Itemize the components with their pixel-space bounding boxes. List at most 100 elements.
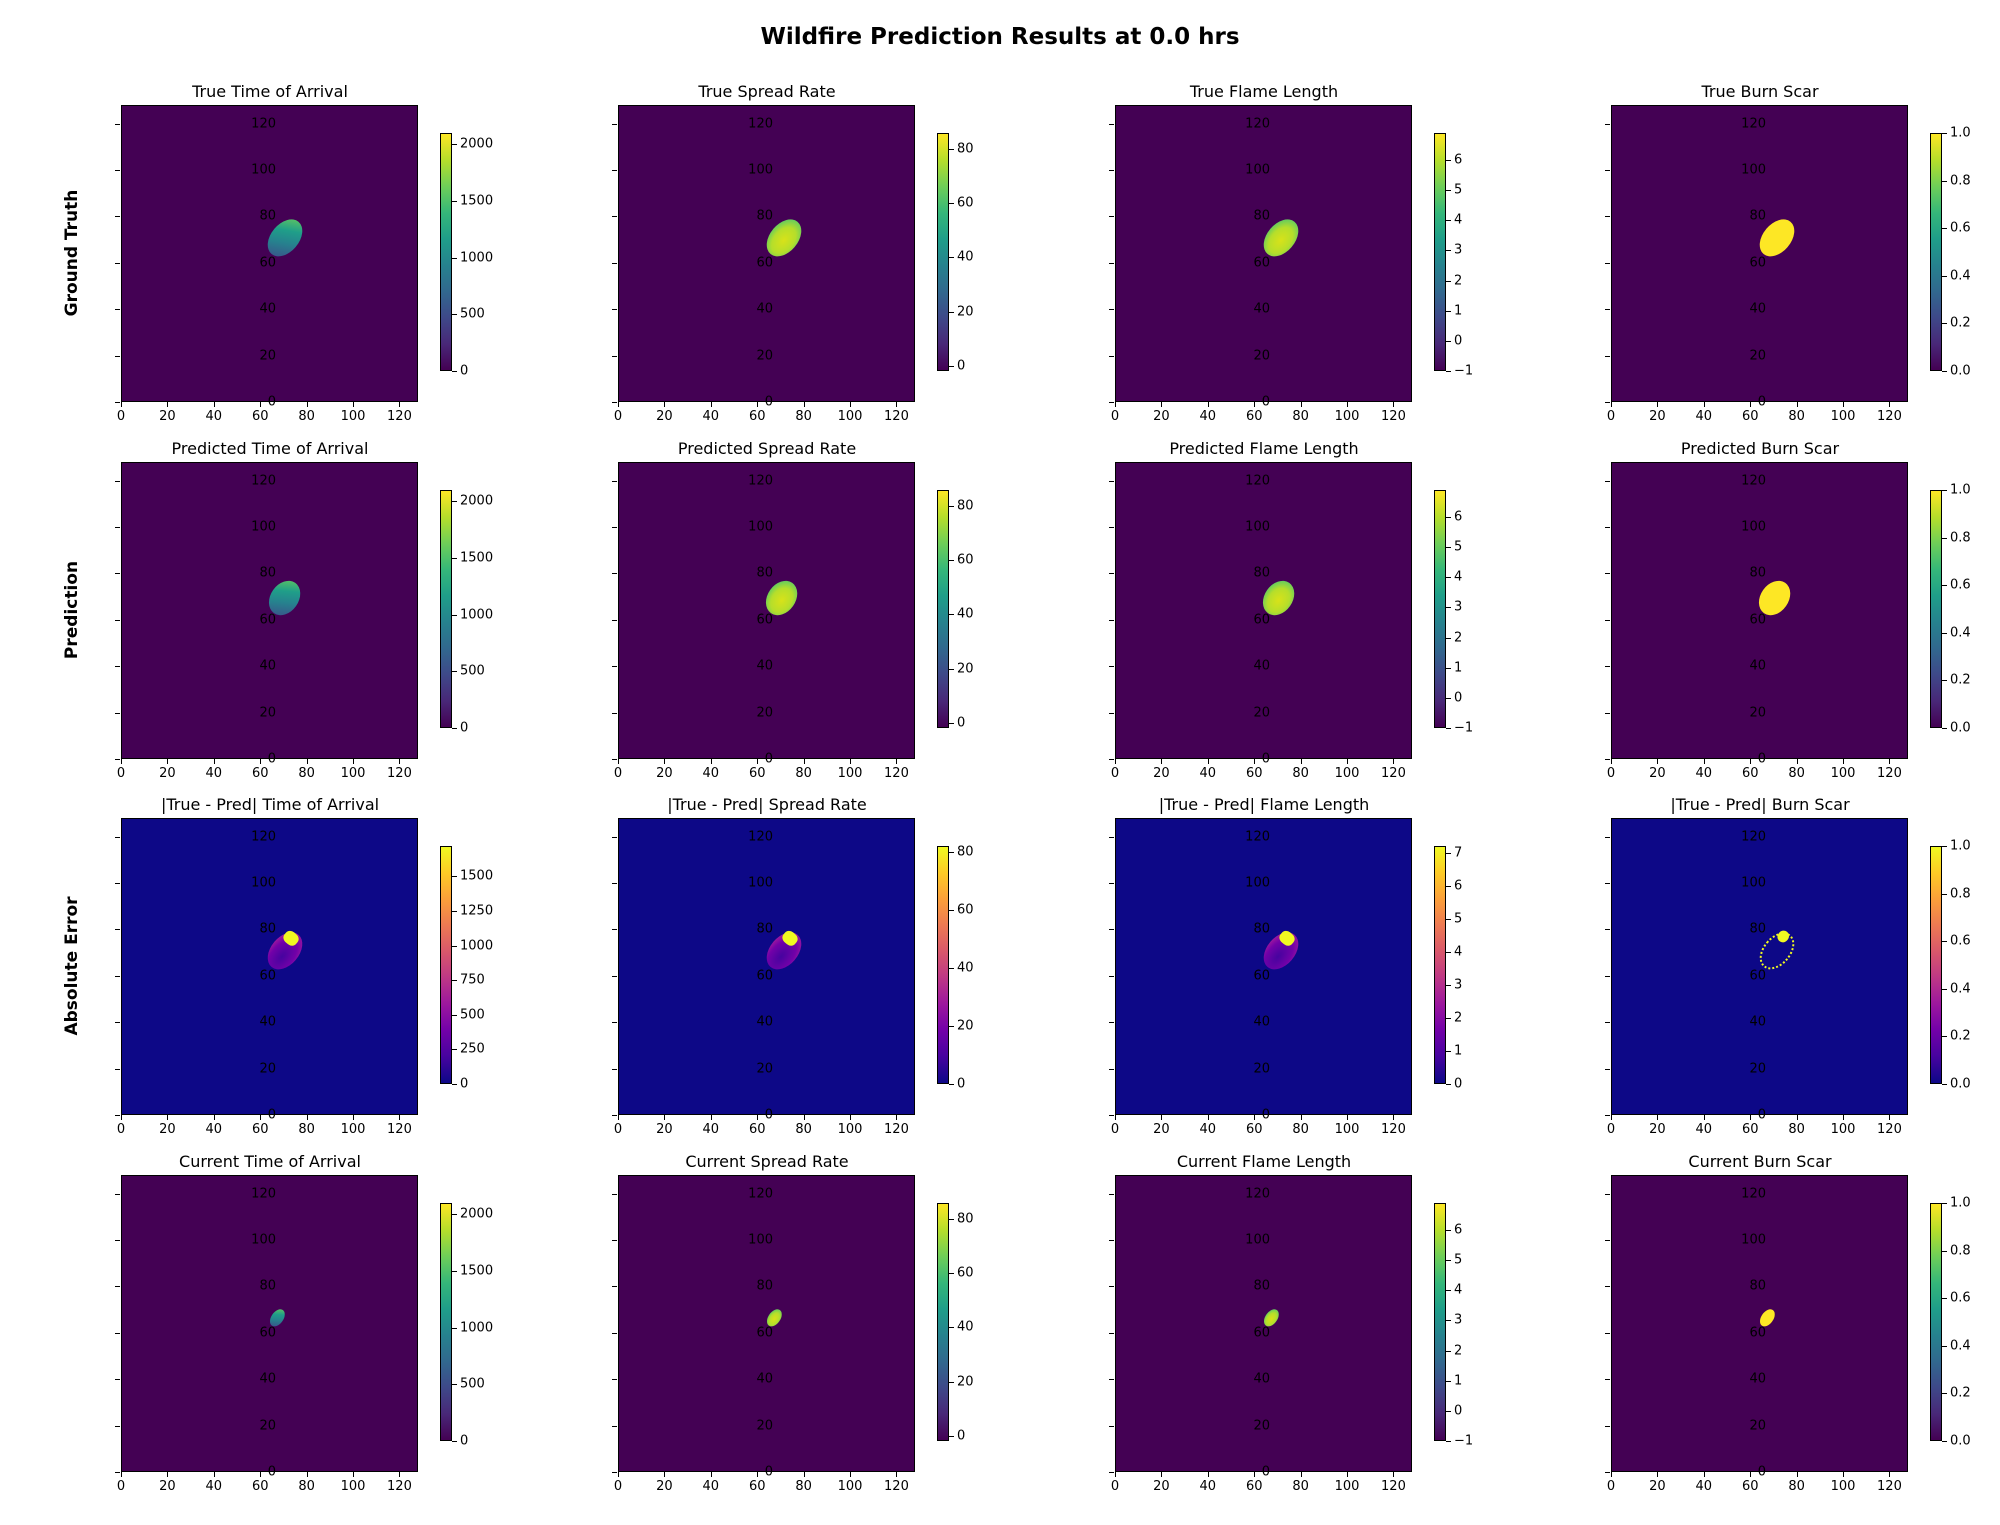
colorbar-tick-label: 6 bbox=[1454, 1222, 1463, 1238]
x-tick-label: 60 bbox=[1245, 1122, 1263, 1137]
x-tick bbox=[710, 759, 712, 764]
x-tick bbox=[618, 402, 619, 407]
x-tick-label: 40 bbox=[702, 1479, 720, 1494]
colorbar-tick bbox=[1446, 220, 1451, 222]
x-tick-label: 40 bbox=[1695, 1122, 1713, 1137]
y-tick-label: 120 bbox=[748, 473, 773, 489]
x-tick bbox=[1750, 1115, 1752, 1120]
y-tick-label: 60 bbox=[1749, 968, 1766, 984]
y-tick bbox=[612, 929, 617, 931]
x-tick bbox=[1843, 759, 1845, 764]
y-tick-label: 80 bbox=[756, 1278, 773, 1294]
x-tick bbox=[1161, 1472, 1163, 1477]
colorbar-tick-label: 0 bbox=[957, 715, 966, 731]
colorbar-tick bbox=[1942, 180, 1947, 182]
y-tick bbox=[1109, 929, 1114, 931]
y-tick-label: 100 bbox=[1245, 1232, 1270, 1248]
colorbar-tick bbox=[1942, 728, 1947, 729]
colorbar-tick bbox=[949, 722, 954, 724]
x-tick-label: 60 bbox=[251, 1122, 269, 1137]
y-tick-label: 0 bbox=[267, 1464, 276, 1480]
colorbar-tick bbox=[1446, 547, 1451, 549]
colorbar-tick-label: 0.4 bbox=[1950, 1338, 1971, 1354]
x-tick-label: 120 bbox=[884, 409, 909, 424]
y-tick bbox=[1605, 1379, 1610, 1381]
colorbar-tick bbox=[1942, 371, 1947, 372]
x-tick bbox=[1347, 402, 1349, 407]
x-tick bbox=[803, 759, 805, 764]
colorbar-tick-label: 80 bbox=[957, 1211, 974, 1227]
heatmap-panel: True Time of Arrival 0 0 20 20 40 40 60 60 80 80 10… bbox=[115, 82, 581, 455]
x-tick bbox=[1300, 1115, 1302, 1120]
y-tick bbox=[612, 216, 617, 218]
x-tick-label: 20 bbox=[1153, 1479, 1170, 1494]
x-tick-label: 60 bbox=[1741, 409, 1759, 424]
y-tick-label: 40 bbox=[1253, 1371, 1270, 1387]
y-tick-label: 60 bbox=[1749, 1325, 1766, 1341]
x-tick bbox=[213, 1472, 215, 1477]
colorbar-tick-label: 0.8 bbox=[1950, 1243, 1971, 1259]
x-tick bbox=[618, 759, 619, 764]
colorbar-tick-label: 40 bbox=[957, 606, 974, 622]
y-tick-label: 40 bbox=[1749, 301, 1766, 317]
colorbar bbox=[440, 846, 452, 1084]
heatmap-axes bbox=[121, 105, 418, 402]
x-tick-label: 20 bbox=[1649, 409, 1666, 424]
colorbar-tick-label: 1500 bbox=[460, 550, 494, 566]
x-tick-label: 100 bbox=[1334, 1122, 1360, 1137]
x-tick bbox=[850, 402, 852, 407]
colorbar-tick bbox=[452, 558, 457, 559]
y-tick bbox=[612, 1068, 617, 1070]
x-tick bbox=[1207, 1472, 1209, 1477]
y-tick bbox=[1605, 262, 1610, 264]
x-tick bbox=[1300, 402, 1302, 407]
x-tick-label: 40 bbox=[702, 409, 720, 424]
x-tick-label: 60 bbox=[251, 766, 269, 781]
x-tick-label: 80 bbox=[1292, 766, 1309, 781]
x-tick-label: 80 bbox=[1788, 1479, 1805, 1494]
y-tick-label: 80 bbox=[259, 565, 276, 581]
heatmap-axes bbox=[1611, 462, 1908, 759]
x-tick bbox=[1161, 402, 1163, 407]
y-tick-label: 60 bbox=[1253, 612, 1270, 628]
colorbar-tick-label: 2 bbox=[1454, 273, 1463, 289]
x-tick-label: 20 bbox=[159, 409, 176, 424]
x-tick-label: 120 bbox=[1381, 409, 1406, 424]
y-tick bbox=[115, 1286, 120, 1288]
colorbar-tick bbox=[1942, 1250, 1947, 1252]
x-tick bbox=[710, 1115, 712, 1120]
y-tick bbox=[612, 1286, 617, 1288]
x-tick bbox=[1254, 759, 1256, 764]
x-tick-label: 0 bbox=[613, 1122, 623, 1137]
colorbar-tick-label: 5 bbox=[1454, 1252, 1463, 1268]
x-tick bbox=[710, 1472, 712, 1477]
colorbar-tick-label: 3 bbox=[1454, 599, 1463, 615]
colorbar-tick-label: 1 bbox=[1454, 1373, 1463, 1389]
row-label: Prediction bbox=[62, 560, 82, 660]
panel-title: |True - Pred| Flame Length bbox=[1158, 795, 1370, 814]
y-tick bbox=[612, 123, 617, 125]
x-tick-label: 20 bbox=[1153, 409, 1170, 424]
x-tick bbox=[1115, 759, 1116, 764]
y-tick bbox=[115, 123, 120, 125]
x-tick bbox=[1796, 1115, 1798, 1120]
y-tick bbox=[1109, 1332, 1114, 1334]
colorbar-tick bbox=[452, 1014, 457, 1016]
x-tick bbox=[306, 1115, 308, 1120]
x-tick bbox=[757, 759, 759, 764]
x-tick bbox=[1393, 402, 1395, 407]
y-tick-label: 120 bbox=[1245, 473, 1270, 489]
heatmap-axes bbox=[1611, 105, 1908, 402]
heatmap-axes bbox=[618, 462, 915, 759]
x-tick-label: 20 bbox=[1649, 1122, 1666, 1137]
colorbar-tick bbox=[1446, 918, 1451, 920]
panel-title: Predicted Spread Rate bbox=[677, 439, 857, 458]
colorbar-tick bbox=[1942, 490, 1947, 491]
colorbar-tick-label: 4 bbox=[1454, 1282, 1463, 1298]
x-tick bbox=[896, 1115, 898, 1120]
colorbar-tick-label: 0.4 bbox=[1950, 625, 1971, 641]
x-tick bbox=[399, 1115, 401, 1120]
x-tick-label: 100 bbox=[1334, 1479, 1360, 1494]
y-tick-label: 120 bbox=[251, 829, 276, 845]
colorbar-tick-label: 2000 bbox=[460, 1206, 494, 1222]
